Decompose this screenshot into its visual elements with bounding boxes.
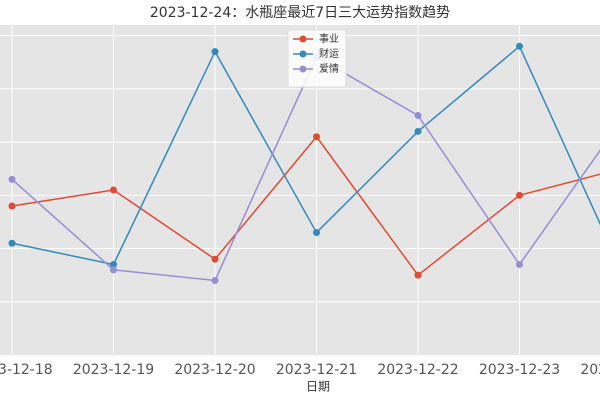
chart-title: 2023-12-24：水瓶座最近7日三大运势指数趋势	[150, 5, 450, 21]
x-tick-label: 2023-12-24	[580, 362, 600, 378]
data-point	[211, 48, 219, 56]
x-tick-label: 2023-12-18	[0, 362, 53, 378]
data-point	[211, 255, 219, 263]
legend-marker	[299, 35, 307, 43]
data-point	[8, 202, 16, 210]
data-point	[516, 261, 523, 269]
data-point	[414, 111, 422, 119]
x-tick-label: 2023-12-22	[377, 362, 458, 378]
data-point	[211, 276, 219, 284]
x-tick-label: 2023-12-23	[479, 362, 560, 378]
legend-label: 财运	[319, 47, 339, 60]
data-point	[110, 261, 117, 269]
legend-label: 事业	[319, 32, 339, 45]
legend-marker	[299, 50, 307, 58]
data-point	[414, 271, 422, 279]
data-point	[110, 266, 117, 274]
data-point	[414, 127, 422, 135]
grid	[0, 25, 600, 355]
data-point	[8, 175, 16, 183]
data-point	[313, 133, 320, 141]
legend-box	[287, 29, 347, 88]
data-point	[110, 186, 117, 194]
data-point	[516, 42, 523, 50]
x-tick-label: 2023-12-21	[276, 362, 357, 378]
x-axis-label: 日期	[306, 380, 330, 394]
x-tick-label: 2023-12-19	[73, 362, 154, 378]
legend-marker	[299, 65, 307, 73]
x-tick-label: 2023-12-20	[174, 362, 255, 378]
data-point	[313, 229, 320, 237]
data-point	[8, 239, 16, 247]
legend-label: 爱情	[319, 62, 339, 75]
data-point	[516, 191, 523, 199]
